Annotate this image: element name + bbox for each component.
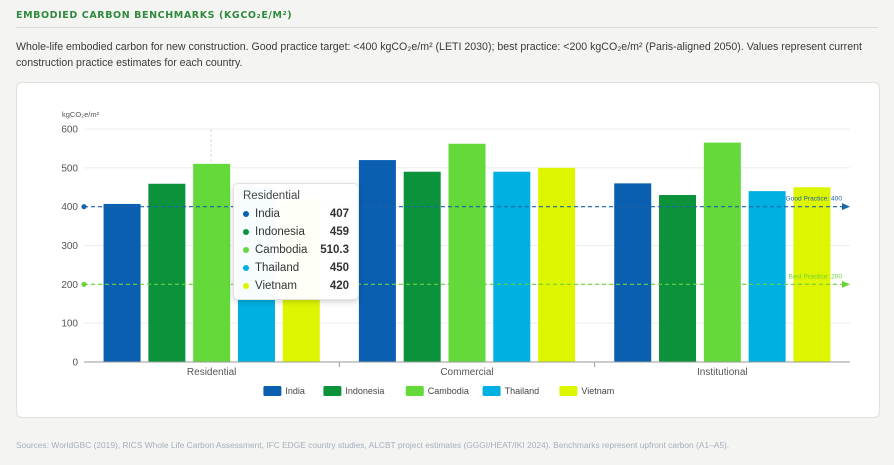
bar-thailand-institutional: [748, 191, 786, 362]
y-tick-label: 0: [72, 358, 78, 369]
reference-line-arrow: [842, 280, 850, 288]
bar-indonesia-institutional: [659, 195, 697, 362]
legend-swatch-indonesia: [323, 386, 342, 396]
legend-swatch-cambodia: [405, 386, 424, 396]
source-note: Sources: WorldGBC (2019), RICS Whole Lif…: [16, 440, 730, 450]
tooltip-series-name: Indonesia: [255, 226, 305, 238]
reference-line-arrow: [842, 203, 850, 211]
legend-swatch-india: [263, 386, 282, 396]
y-tick-label: 600: [61, 125, 78, 136]
y-tick-label: 500: [61, 163, 78, 174]
y-tick-label: 300: [61, 241, 78, 252]
bar-vietnam-institutional: [793, 187, 831, 362]
tooltip-series-value: 407: [329, 208, 349, 220]
reference-line-label: Good Practice: 400: [786, 196, 843, 203]
tooltip-series-name: Cambodia: [255, 244, 308, 256]
tooltip-row: Indonesia 459: [243, 223, 349, 241]
legend-label: India: [285, 386, 305, 396]
legend-swatch-vietnam: [559, 386, 578, 396]
title-divider: [16, 27, 878, 28]
bar-cambodia-commercial: [448, 143, 486, 362]
tooltip-series-name: India: [255, 208, 280, 220]
tooltip-series-dot: [243, 283, 249, 289]
x-tick-label: Institutional: [697, 367, 748, 378]
tooltip-rows: India 407 Indonesia 459 Cambodia 510.3 Thailan…: [243, 205, 349, 295]
bar-indonesia-commercial: [403, 171, 441, 362]
x-tick-label: Residential: [187, 367, 236, 378]
tooltip-series-dot: [243, 247, 249, 253]
tooltip-series-value: 420: [329, 280, 349, 292]
tooltip-series-value: 510.3: [320, 244, 349, 256]
reference-line-start-marker: [81, 204, 87, 210]
bar-thailand-commercial: [493, 171, 531, 362]
legend-label: Cambodia: [428, 386, 469, 396]
reference-line-label: Best Practice: 200: [788, 273, 842, 280]
y-tick-label: 200: [61, 280, 78, 291]
tooltip-series-name: Vietnam: [255, 280, 297, 292]
bar-india-commercial: [358, 160, 396, 362]
legend-label: Thailand: [505, 386, 540, 396]
section-title: EMBODIED CARBON BENCHMARKS (KGCO₂E/M²): [16, 10, 293, 21]
legend-label: Vietnam: [581, 386, 614, 396]
tooltip-row: India 407: [243, 205, 349, 223]
reference-line-start-marker: [81, 281, 87, 287]
legend-label: Indonesia: [345, 386, 384, 396]
legend-swatch-thailand: [482, 386, 501, 396]
y-tick-label: 400: [61, 202, 78, 213]
tooltip-series-dot: [243, 211, 249, 217]
tooltip-series-value: 450: [329, 262, 349, 274]
tooltip-series-dot: [243, 229, 249, 235]
bar-cambodia-residential: [193, 163, 231, 362]
tooltip-row: Thailand 450: [243, 259, 349, 277]
chart-description: Whole-life embodied carbon for new const…: [16, 41, 862, 69]
tooltip-row: Cambodia 510.3: [243, 241, 349, 259]
tooltip-series-value: 459: [329, 226, 349, 238]
bar-india-institutional: [614, 183, 652, 362]
chart-tooltip: Residential India 407 Indonesia 459 Cambodia…: [233, 183, 359, 300]
bar-cambodia-institutional: [703, 142, 741, 362]
x-tick-label: Commercial: [440, 367, 493, 378]
y-axis-label: kgCO₂e/m²: [62, 110, 100, 119]
bar-indonesia-residential: [148, 183, 186, 362]
tooltip-series-dot: [243, 265, 249, 271]
bar-vietnam-commercial: [538, 167, 576, 362]
bar-india-residential: [103, 203, 141, 362]
tooltip-title: Residential: [243, 190, 300, 202]
y-tick-label: 100: [61, 319, 78, 330]
tooltip-row: Vietnam 420: [243, 277, 349, 295]
tooltip-series-name: Thailand: [255, 262, 300, 274]
